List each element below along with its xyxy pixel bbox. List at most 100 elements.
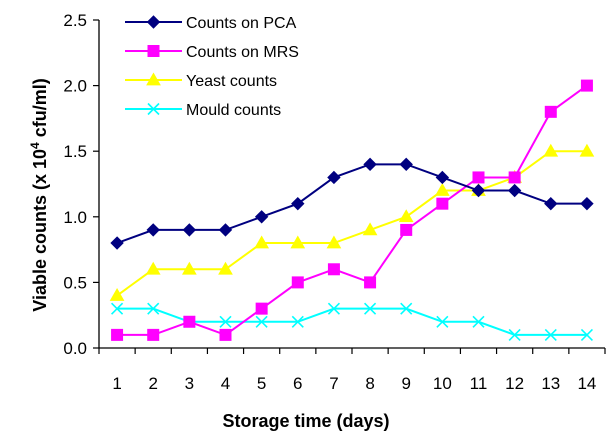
x-tick-label: 8 bbox=[365, 374, 374, 393]
y-tick-label: 1.0 bbox=[63, 208, 87, 227]
series-triangle bbox=[109, 143, 595, 301]
y-axis-title-unit: cfu/ml) bbox=[30, 78, 50, 142]
y-axis-title-sup: 4 bbox=[28, 142, 42, 149]
data-point bbox=[255, 302, 268, 315]
legend-label: Mould counts bbox=[186, 102, 281, 119]
data-point bbox=[110, 236, 124, 250]
data-point bbox=[508, 328, 521, 341]
x-tick-label: 4 bbox=[221, 374, 230, 393]
x-tick-label: 3 bbox=[185, 374, 194, 393]
data-point bbox=[254, 235, 270, 249]
x-tick-label: 5 bbox=[257, 374, 266, 393]
data-point bbox=[400, 223, 413, 236]
legend-label: Yeast counts bbox=[186, 73, 277, 90]
data-point bbox=[290, 235, 306, 249]
data-point bbox=[327, 302, 340, 315]
data-point bbox=[254, 210, 269, 224]
data-point bbox=[400, 302, 413, 315]
data-point bbox=[580, 79, 593, 92]
data-point bbox=[398, 209, 414, 223]
data-point bbox=[543, 143, 559, 157]
legend-item: Yeast counts bbox=[125, 72, 277, 90]
y-tick-label: 0.5 bbox=[63, 273, 87, 292]
data-point bbox=[182, 223, 197, 237]
data-point bbox=[436, 315, 449, 328]
y-tick-label: 2.0 bbox=[63, 77, 87, 96]
x-tick-label: 14 bbox=[577, 374, 596, 393]
legend-marker bbox=[146, 15, 161, 29]
data-point bbox=[291, 315, 304, 328]
data-point bbox=[472, 171, 485, 184]
data-point bbox=[434, 183, 450, 196]
series-line bbox=[117, 307, 587, 336]
data-point bbox=[291, 196, 305, 211]
data-point bbox=[399, 157, 413, 172]
x-tick-label: 9 bbox=[401, 374, 410, 393]
legend-item: Mould counts bbox=[125, 102, 281, 119]
data-point bbox=[579, 143, 595, 157]
data-point bbox=[364, 276, 377, 289]
series-diamond bbox=[110, 157, 594, 250]
legend-item: Counts on PCA bbox=[125, 15, 297, 32]
x-tick-label: 13 bbox=[541, 374, 560, 393]
x-tick-label: 1 bbox=[112, 374, 121, 393]
x-tick-label: 2 bbox=[148, 374, 157, 393]
series-line bbox=[117, 84, 588, 337]
legend-marker bbox=[146, 72, 161, 86]
data-point bbox=[183, 315, 196, 328]
data-point bbox=[472, 315, 485, 328]
data-point bbox=[181, 261, 197, 275]
legend-marker bbox=[147, 45, 160, 57]
data-point bbox=[362, 222, 378, 236]
y-tick-label: 2.5 bbox=[63, 11, 87, 30]
y-axis-title: Viable counts (x 104 cfu/ml) bbox=[28, 78, 50, 311]
y-tick-label: 0.0 bbox=[63, 339, 87, 358]
data-point bbox=[327, 263, 340, 276]
data-point bbox=[111, 302, 124, 315]
data-point bbox=[364, 302, 377, 315]
data-point bbox=[435, 170, 450, 185]
axes: 0.00.51.01.52.02.51 2 3 4 5 6 7 8 9 10 11 12 13 14 bbox=[63, 11, 606, 393]
series-square bbox=[111, 79, 593, 341]
data-point bbox=[147, 328, 160, 341]
data-point bbox=[508, 171, 521, 184]
data-point bbox=[326, 235, 342, 249]
data-point bbox=[544, 328, 557, 341]
data-point bbox=[218, 261, 233, 275]
data-point bbox=[109, 288, 125, 301]
data-point bbox=[507, 183, 522, 198]
data-point bbox=[580, 196, 594, 211]
x-tick-label: 6 bbox=[293, 374, 302, 393]
x-tick-label: 7 bbox=[329, 374, 338, 393]
data-point bbox=[218, 223, 233, 237]
legend-item: Counts on MRS bbox=[125, 44, 299, 61]
data-point bbox=[255, 315, 268, 328]
series-line bbox=[116, 150, 587, 297]
legend: Counts on PCA Counts on MRS Yeast counts Mo… bbox=[125, 15, 299, 119]
data-point bbox=[111, 328, 124, 341]
y-tick-label: 1.5 bbox=[63, 142, 87, 161]
data-point bbox=[291, 276, 304, 289]
data-point bbox=[544, 196, 558, 211]
data-point bbox=[146, 223, 160, 237]
x-tick-label: 11 bbox=[470, 374, 488, 393]
data-point bbox=[544, 105, 557, 118]
x-tick-label: 10 bbox=[433, 374, 452, 393]
legend-marker bbox=[147, 102, 160, 116]
legend-label: Counts on PCA bbox=[186, 15, 297, 32]
data-point bbox=[327, 170, 341, 185]
x-axis-title: Storage time (days) bbox=[222, 411, 389, 431]
y-axis-title-main: Viable counts (x 10 bbox=[30, 149, 50, 312]
data-point bbox=[219, 315, 232, 328]
legend-label: Counts on MRS bbox=[186, 44, 299, 61]
data-point bbox=[363, 157, 377, 172]
series-layer bbox=[109, 79, 595, 341]
data-point bbox=[147, 302, 160, 315]
data-point bbox=[219, 328, 232, 341]
data-point bbox=[436, 197, 449, 210]
data-point bbox=[471, 183, 486, 198]
data-point bbox=[145, 261, 161, 275]
x-tick-label: 12 bbox=[505, 374, 524, 393]
data-point bbox=[580, 328, 593, 341]
